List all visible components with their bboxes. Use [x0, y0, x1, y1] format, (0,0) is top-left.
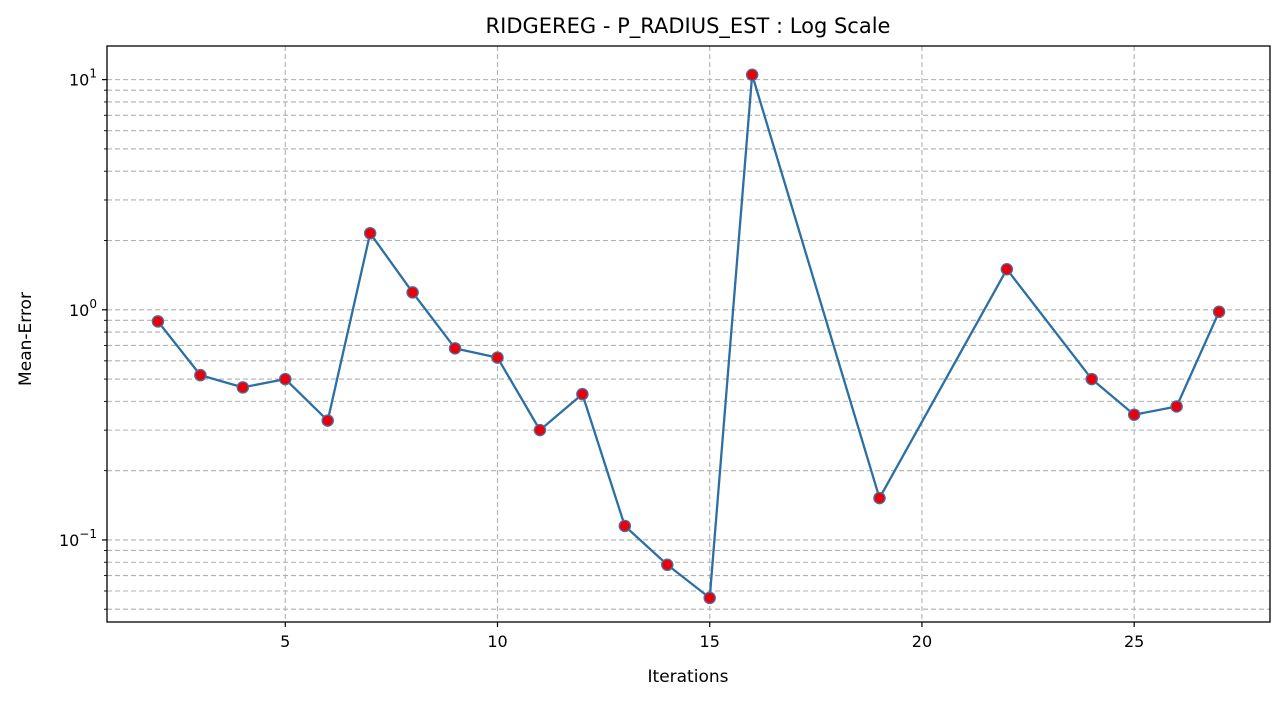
data-point	[491, 351, 504, 364]
data-point	[661, 558, 674, 572]
data-point	[236, 381, 250, 394]
data-point	[1170, 400, 1183, 413]
x-tick-label: 25	[1124, 632, 1144, 651]
x-tick-label: 10	[487, 632, 507, 651]
series-layer	[151, 68, 1226, 605]
data-point	[448, 342, 462, 355]
data-point	[873, 491, 886, 505]
data-point	[406, 286, 419, 299]
data-point	[1085, 372, 1098, 386]
data-point	[745, 68, 759, 82]
data-point	[576, 387, 589, 401]
grid-lines	[107, 46, 1270, 622]
data-point	[1212, 305, 1226, 319]
data-point	[151, 315, 165, 328]
data-point	[279, 372, 292, 386]
series-line	[157, 73, 1221, 600]
data-point	[363, 227, 377, 240]
data-point	[533, 423, 547, 437]
x-axis-label: Iterations	[648, 667, 729, 687]
data-point	[1000, 263, 1014, 276]
data-point	[194, 368, 207, 382]
plot-frame	[106, 45, 1271, 623]
axis-ticks: 5 10 15 20 25 10−1 100 101	[59, 67, 1144, 651]
y-axis-label: Mean-Error	[16, 292, 36, 386]
x-tick-label: 5	[280, 632, 290, 651]
data-point	[703, 591, 716, 605]
y-tick-label: 10−1	[59, 527, 97, 550]
data-point	[618, 519, 632, 533]
y-tick-label: 100	[69, 297, 97, 320]
chart-title: RIDGEREG - P_RADIUS_EST : Log Scale	[486, 14, 891, 39]
y-tick-label: 101	[69, 67, 97, 90]
x-tick-label: 20	[912, 632, 932, 651]
data-point	[1127, 408, 1141, 421]
data-point	[321, 414, 334, 427]
x-tick-label: 15	[700, 632, 720, 651]
